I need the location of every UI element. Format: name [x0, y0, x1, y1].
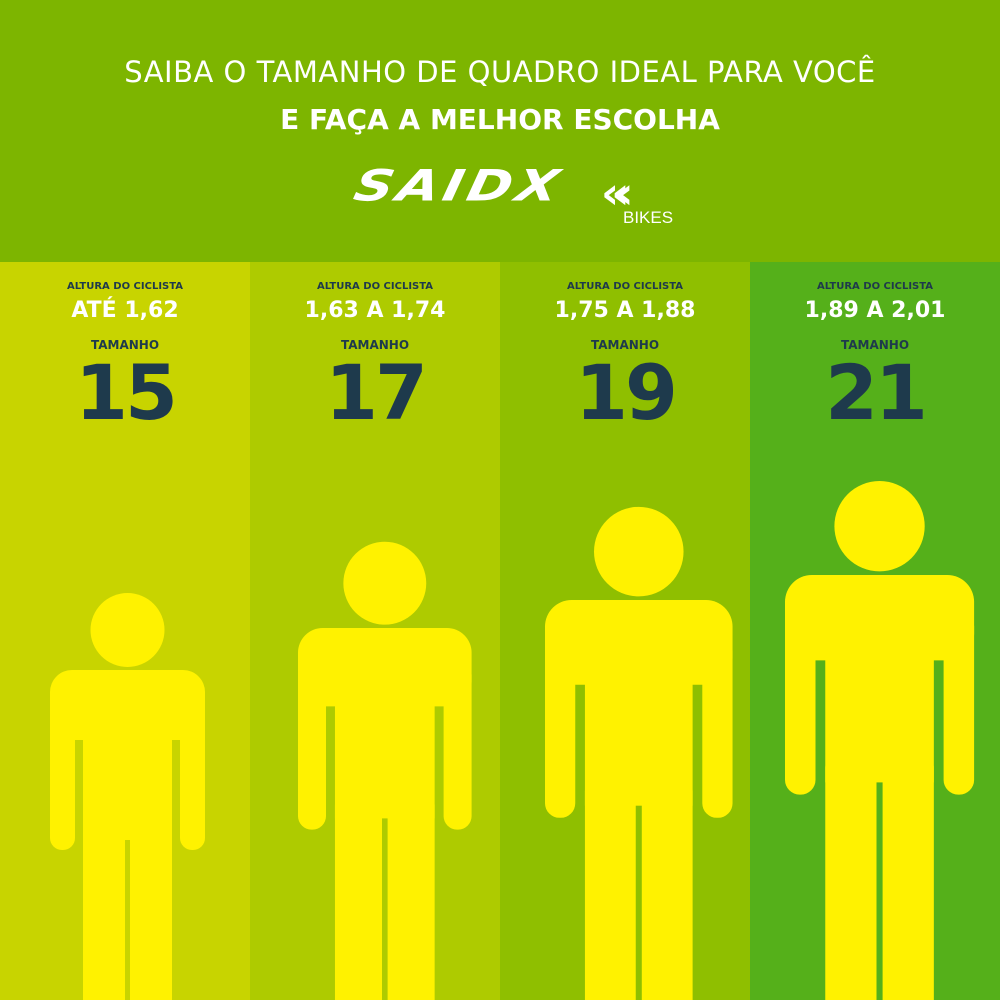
height-range: 1,75 A 1,88 [554, 298, 696, 323]
size-column-15: ALTURA DO CICLISTA ATÉ 1,62 TAMANHO 15 [0, 262, 250, 1000]
height-label: ALTURA DO CICLISTA [816, 281, 934, 292]
subheadline: E FAÇA A MELHOR ESCOLHA [280, 103, 720, 136]
size-column-19: ALTURA DO CICLISTA 1,75 A 1,88 TAMANHO 1… [500, 262, 750, 1000]
size-label: TAMANHO [340, 338, 410, 352]
height-label: ALTURA DO CICLISTA [66, 281, 184, 292]
frame-size: 21 [825, 348, 928, 437]
size-label: TAMANHO [840, 338, 910, 352]
frame-size: 19 [575, 348, 678, 437]
height-range: 1,89 A 2,01 [804, 298, 946, 323]
frame-size: 17 [325, 348, 428, 437]
logo-wordmark: SAIDX [349, 160, 568, 211]
header: SAIBA O TAMANHO DE QUADRO IDEAL PARA VOC… [0, 0, 1000, 258]
size-column-21: ALTURA DO CICLISTA 1,89 A 2,01 TAMANHO 2… [750, 262, 1000, 1000]
frame-size: 15 [75, 348, 178, 437]
saidx-logo: SAIDX «‹ BIKES [350, 160, 675, 235]
height-label: ALTURA DO CICLISTA [566, 281, 684, 292]
headline: SAIBA O TAMANHO DE QUADRO IDEAL PARA VOC… [124, 55, 876, 89]
chevrons-icon: «‹ [601, 168, 633, 219]
height-range: 1,63 A 1,74 [304, 298, 446, 323]
logo-sub: BIKES [623, 208, 674, 227]
height-label: ALTURA DO CICLISTA [316, 281, 434, 292]
height-range: ATÉ 1,62 [71, 298, 179, 323]
size-label: TAMANHO [590, 338, 660, 352]
size-column-17: ALTURA DO CICLISTA 1,63 A 1,74 TAMANHO 1… [250, 262, 500, 1000]
size-label: TAMANHO [90, 338, 160, 352]
